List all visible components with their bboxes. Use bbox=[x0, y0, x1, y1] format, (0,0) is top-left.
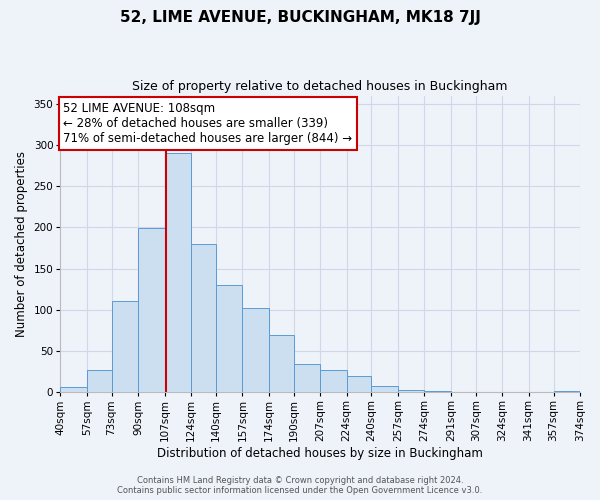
Bar bbox=[138, 228, 164, 392]
Bar bbox=[87, 370, 112, 392]
X-axis label: Distribution of detached houses by size in Buckingham: Distribution of detached houses by size … bbox=[157, 447, 483, 460]
Bar bbox=[293, 364, 320, 392]
Bar bbox=[320, 370, 347, 392]
Y-axis label: Number of detached properties: Number of detached properties bbox=[15, 151, 28, 337]
Text: 52 LIME AVENUE: 108sqm
← 28% of detached houses are smaller (339)
71% of semi-de: 52 LIME AVENUE: 108sqm ← 28% of detached… bbox=[64, 102, 352, 145]
Bar bbox=[398, 390, 424, 392]
Bar bbox=[347, 376, 371, 392]
Bar bbox=[269, 334, 293, 392]
Bar bbox=[371, 386, 398, 392]
Bar bbox=[242, 308, 269, 392]
Bar bbox=[216, 285, 242, 393]
Bar bbox=[424, 390, 451, 392]
Text: Contains HM Land Registry data © Crown copyright and database right 2024.
Contai: Contains HM Land Registry data © Crown c… bbox=[118, 476, 482, 495]
Bar bbox=[60, 386, 87, 392]
Text: 52, LIME AVENUE, BUCKINGHAM, MK18 7JJ: 52, LIME AVENUE, BUCKINGHAM, MK18 7JJ bbox=[119, 10, 481, 25]
Bar bbox=[164, 154, 191, 392]
Bar bbox=[191, 244, 216, 392]
Title: Size of property relative to detached houses in Buckingham: Size of property relative to detached ho… bbox=[133, 80, 508, 93]
Bar bbox=[554, 390, 580, 392]
Bar bbox=[112, 301, 138, 392]
